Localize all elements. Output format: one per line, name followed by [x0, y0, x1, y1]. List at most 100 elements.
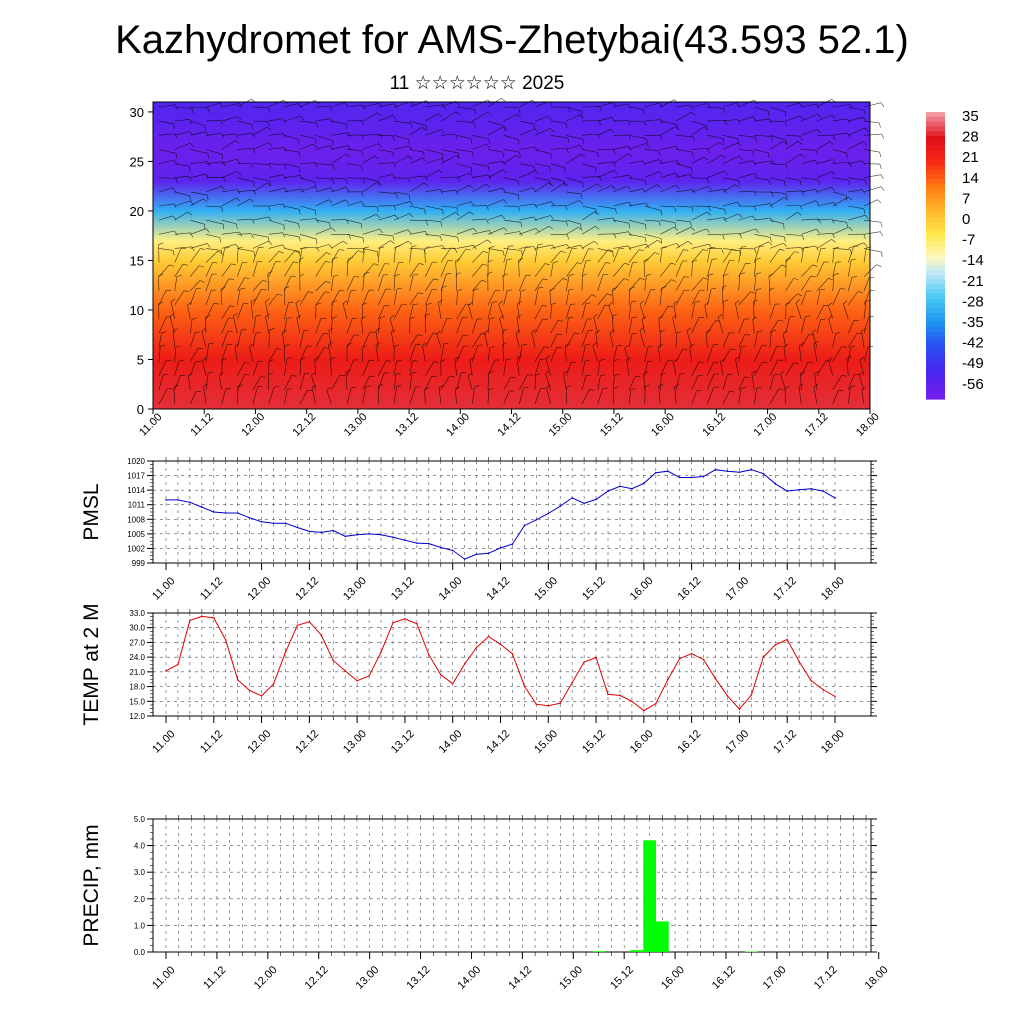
wind-barb-flag [731, 249, 737, 251]
wind-barb-flag [723, 299, 729, 302]
wind-barb [675, 135, 694, 138]
wind-barb [190, 361, 196, 376]
wind-barb [237, 132, 253, 136]
wind-barb [597, 161, 614, 164]
y-axis-title: TEMP at 2 M [80, 603, 103, 725]
wind-barb-flag [737, 201, 741, 207]
x-tick-label: 16.00 [649, 411, 677, 439]
colorbar-step [926, 155, 945, 161]
wind-barb [581, 261, 586, 277]
wind-barb [487, 199, 504, 207]
wind-barb-flag [487, 239, 492, 244]
wind-barb [378, 191, 397, 194]
wind-barb [613, 120, 629, 122]
wind-barb [550, 177, 565, 182]
wind-barb-flag [311, 384, 317, 389]
wind-barb [158, 374, 164, 390]
data-point [463, 663, 466, 665]
wind-barb-flag [708, 186, 713, 191]
wind-barb [707, 106, 724, 109]
wind-barb-flag [208, 342, 214, 345]
wind-barb [190, 265, 200, 277]
wind-barb [472, 345, 479, 362]
wind-barb-flag [173, 159, 178, 165]
wind-barb-flag [861, 386, 867, 390]
wind-barb [425, 278, 434, 292]
wind-barb-flag [488, 387, 494, 390]
data-point [678, 476, 681, 479]
data-point [451, 682, 454, 685]
wind-barb [816, 159, 833, 164]
wind-barb-flag [183, 290, 189, 292]
wind-barb-flag [361, 150, 364, 156]
wind-barb [597, 375, 601, 390]
wind-barb-flag [808, 334, 814, 336]
wind-barb [315, 135, 333, 141]
wind-barb [472, 290, 474, 306]
wind-barb [828, 318, 833, 334]
wind-barb-flag [241, 329, 247, 331]
wind-barb-flag [564, 181, 566, 187]
wind-barb-flag [627, 185, 632, 190]
wind-barb [816, 218, 832, 221]
wind-barb-flag [551, 201, 555, 206]
wind-barb [626, 359, 630, 376]
y-tick-label: 4.0 [134, 842, 146, 851]
wind-barb [628, 234, 646, 238]
wind-barb-flag [793, 278, 799, 280]
wind-barb [858, 374, 865, 390]
wind-barb-flag [409, 213, 414, 218]
wind-barb [519, 163, 534, 167]
wind-barb-flag [745, 262, 751, 265]
wind-barb-flag [739, 272, 745, 275]
wind-barb-flag [533, 124, 535, 130]
wind-barb [707, 120, 726, 122]
wind-barb-flag [850, 345, 856, 348]
wind-barb [675, 189, 693, 193]
wind-barb [221, 388, 226, 405]
wind-barb [440, 375, 450, 391]
wind-barb-flag [880, 186, 885, 191]
wind-barb-flag [468, 184, 474, 189]
wind-barb [597, 205, 616, 210]
wind-barb-flag [703, 156, 709, 161]
wind-barb-flag [410, 123, 413, 129]
wind-barb [597, 360, 601, 376]
wind-barb [221, 248, 225, 263]
colorbar-step [926, 222, 945, 228]
y-tick-label: 12.0 [129, 712, 145, 721]
wind-barb-flag [658, 315, 664, 319]
wind-barb [315, 244, 330, 249]
wind-barb [472, 143, 487, 150]
wind-barb [644, 171, 659, 178]
wind-barb [592, 345, 598, 362]
wind-barb-flag [339, 374, 346, 377]
wind-barb-flag [698, 361, 704, 363]
wind-barb [660, 146, 677, 150]
wind-barb-flag [332, 179, 335, 184]
wind-barb-flag [189, 142, 194, 148]
wind-barb [315, 199, 329, 207]
wind-barb [252, 216, 269, 221]
wind-barb-flag [222, 161, 226, 167]
wind-barb [707, 387, 714, 405]
colorbar-step [926, 255, 945, 261]
wind-barb [487, 149, 503, 153]
wind-barb [593, 316, 598, 334]
wind-barb-flag [269, 180, 271, 186]
wind-barb-flag [224, 247, 230, 249]
wind-barb [472, 99, 488, 108]
wind-barb-flag [550, 153, 552, 159]
wind-barb [707, 259, 713, 277]
colorbar-step [926, 303, 945, 309]
wind-barb-flag [396, 359, 402, 362]
wind-barb-flag [799, 204, 803, 210]
y-tick-label: 1011 [128, 501, 146, 510]
wind-barb-flag [268, 240, 273, 245]
wind-barb-flag [750, 291, 756, 294]
wind-barb [268, 118, 283, 122]
wind-barb [252, 386, 258, 405]
wind-barb [284, 149, 300, 153]
wind-barb-flag [395, 372, 401, 375]
wind-barb [252, 163, 270, 165]
